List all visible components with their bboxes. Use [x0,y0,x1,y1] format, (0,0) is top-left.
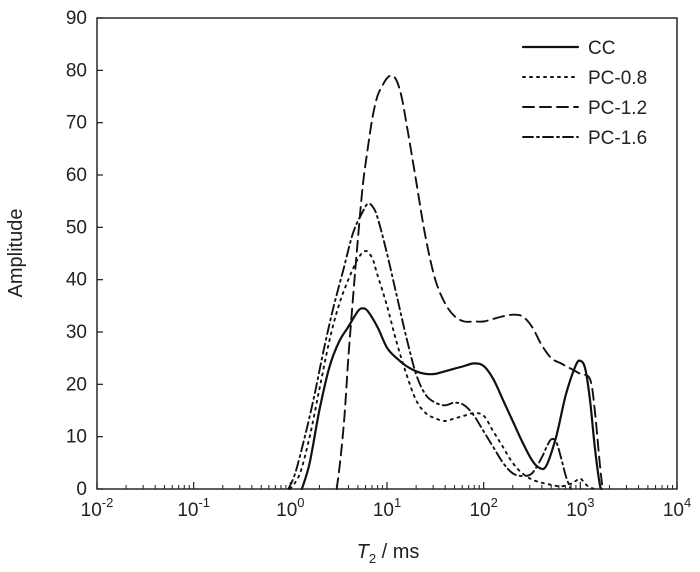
y-axis-title: Amplitude [5,209,27,298]
x-axis-title-suffix: / ms [376,541,419,563]
x-tick-label: 10-1 [177,495,210,521]
x-tick-label: 102 [469,495,497,521]
x-axis: 10-2 10-1 100 101 102 103 104 [81,482,691,521]
y-tick-label: 90 [66,8,87,29]
y-tick-label: 60 [66,165,87,186]
x-tick-label: 10-2 [81,495,114,521]
x-axis-title-subscript: 2 [369,551,376,566]
series-line-cc [300,307,603,491]
x-axis-title: T2 / ms [357,541,420,566]
y-tick-label: 10 [66,427,87,448]
x-axis-title-main: T [357,541,371,563]
series-line-pc-1-6 [287,202,572,490]
series-line-pc-1-2 [335,74,604,490]
legend-label: PC-1.2 [588,98,647,119]
x-tick-label: 103 [566,495,594,521]
y-tick-label: 0 [76,479,87,500]
y-axis: 0 10 20 30 40 50 60 70 80 90 [66,8,103,500]
y-tick-label: 70 [66,113,87,134]
legend: CC PC-0.8 PC-1.2 PC-1.6 [521,38,647,149]
y-tick-label: 20 [66,374,87,395]
series-group [287,74,604,491]
x-tick-label: 100 [276,495,304,521]
legend-label: PC-1.6 [588,128,647,149]
y-tick-label: 30 [66,322,87,343]
y-tick-label: 80 [66,60,87,81]
x-tick-label: 104 [663,495,691,521]
legend-label: PC-0.8 [588,68,647,89]
y-tick-label: 40 [66,270,87,291]
legend-label: CC [588,38,615,59]
y-tick-label: 50 [66,217,87,238]
series-line-pc-0-8 [289,249,596,490]
x-tick-label: 101 [373,495,401,521]
